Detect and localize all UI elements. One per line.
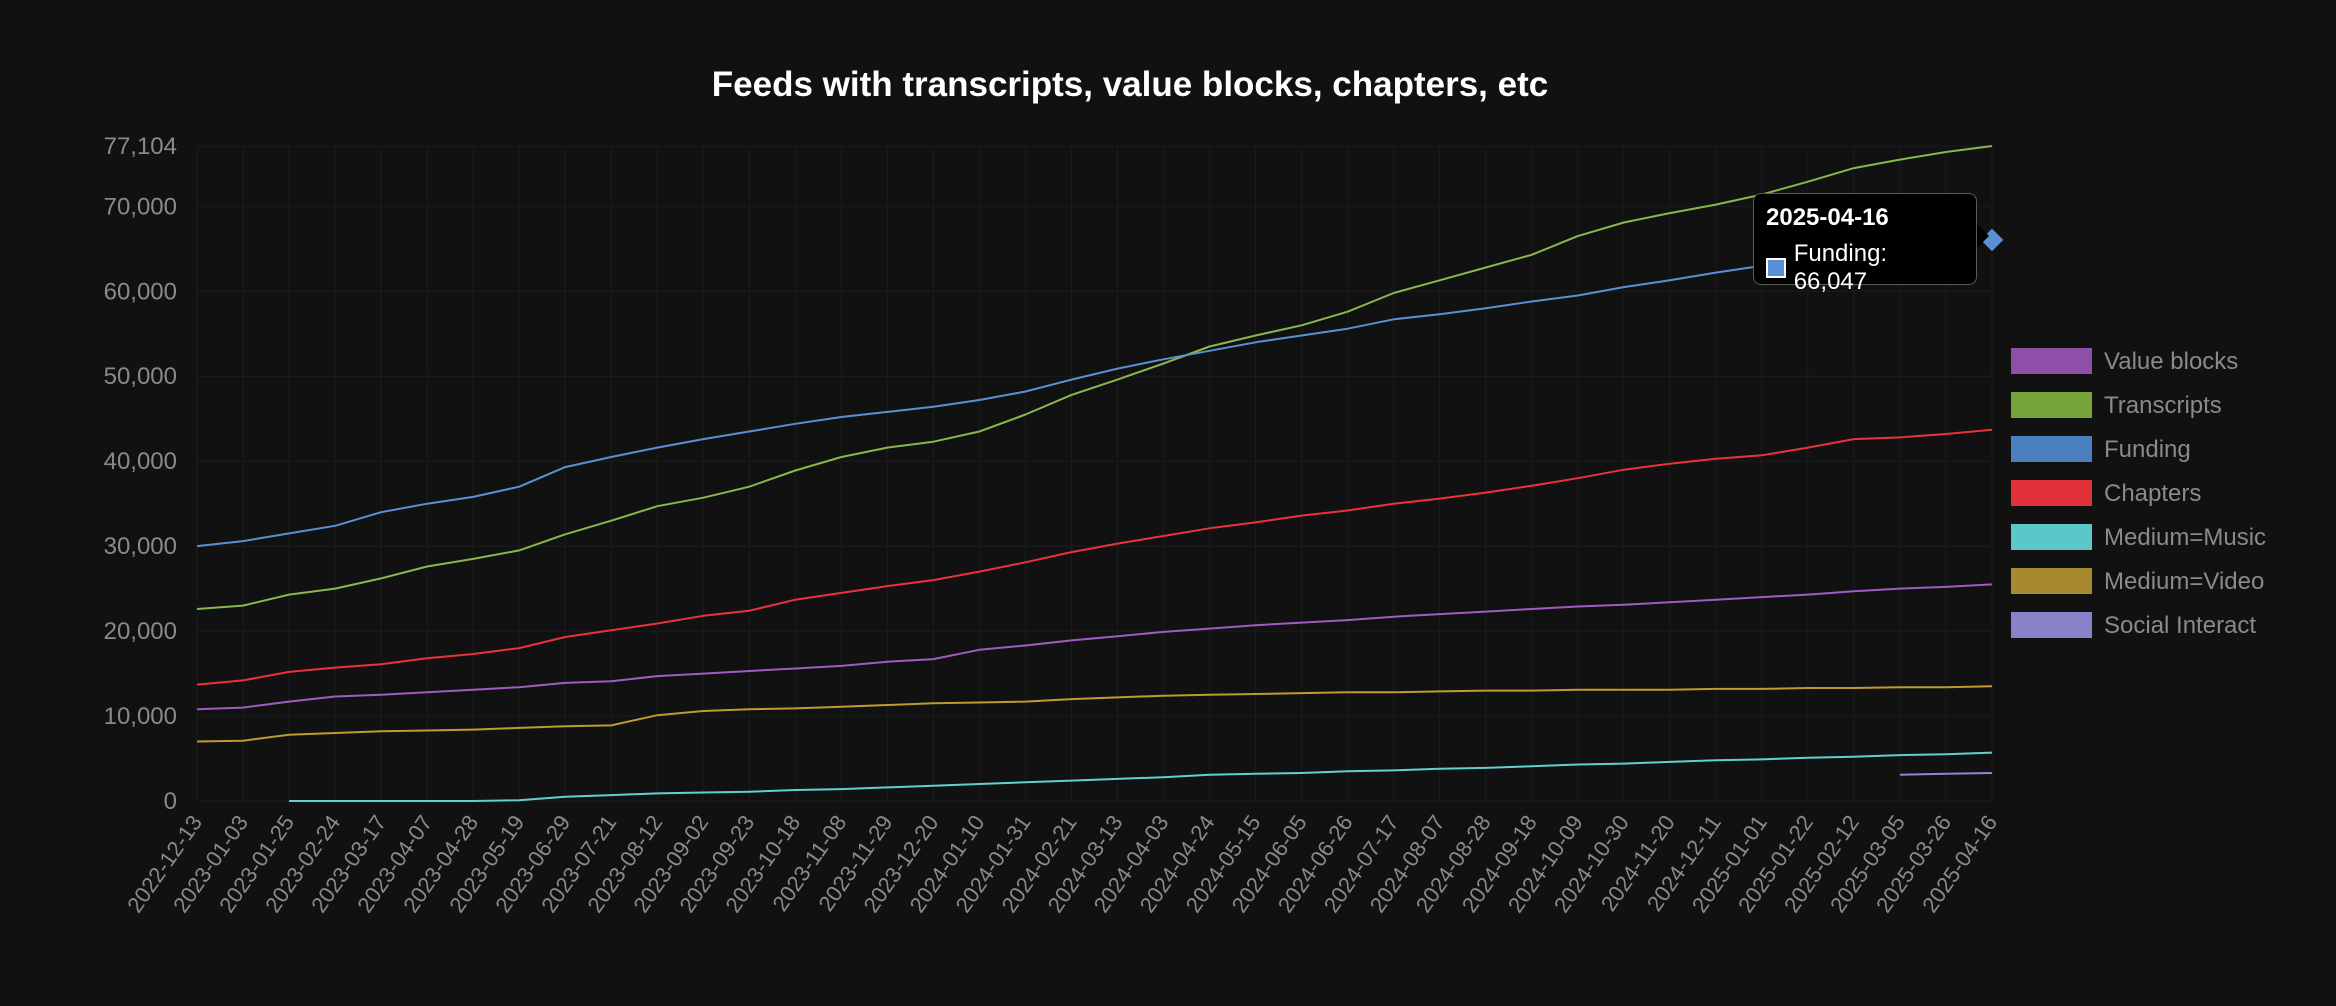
- series-lines: [196, 145, 1993, 802]
- tooltip-label: Funding: 66,047: [1793, 240, 1888, 295]
- tooltip-swatch: [1766, 258, 1786, 278]
- series-line-transcripts: [196, 145, 1993, 610]
- chart-title: Feeds with transcripts, value blocks, ch…: [712, 65, 1548, 104]
- legend-label: Chapters: [2104, 480, 2201, 507]
- y-tick-label: 10,000: [104, 703, 177, 730]
- tooltip-caret: [1977, 224, 1989, 248]
- series-line-chapters: [196, 428, 1993, 686]
- y-tick-label: 0: [164, 788, 177, 815]
- legend-swatch: [2011, 392, 2092, 418]
- legend-label: Funding: [2104, 436, 2191, 463]
- legend-swatch: [2011, 612, 2092, 638]
- legend-swatch: [2011, 524, 2092, 550]
- grid: [196, 145, 1993, 802]
- legend-swatch: [2011, 348, 2092, 374]
- tooltip: 2025-04-16 Funding: 66,047: [1753, 193, 1989, 295]
- y-tick-label: 30,000: [104, 533, 177, 560]
- legend-swatch: [2011, 436, 2092, 462]
- series-line-social-interact: [1899, 772, 1993, 776]
- y-tick-label: 20,000: [104, 618, 177, 645]
- series-line-medium-video: [196, 685, 1993, 743]
- x-axis: 2022-12-132023-01-032023-01-252023-02-24…: [122, 811, 2002, 918]
- legend-swatch: [2011, 568, 2092, 594]
- y-tick-label: 70,000: [104, 193, 177, 220]
- legend-swatch: [2011, 480, 2092, 506]
- y-tick-label: 40,000: [104, 448, 177, 475]
- legend-label: Medium=Music: [2104, 524, 2266, 551]
- tooltip-title: 2025-04-16: [1766, 204, 1889, 231]
- y-axis: 0 10,000 20,000 30,000 40,000 50,000 60,000 70,…: [104, 133, 177, 815]
- y-tick-label: 50,000: [104, 363, 177, 390]
- series-line-value-blocks: [196, 583, 1993, 711]
- legend-label: Medium=Video: [2104, 568, 2264, 595]
- series-line-medium-music: [289, 751, 1993, 802]
- y-tick-label: 60,000: [104, 278, 177, 305]
- tooltip-row: Funding: 66,047: [1766, 240, 1964, 296]
- legend: Value blocks Transcripts Funding Chapters Me…: [2011, 348, 2266, 639]
- legend-label: Transcripts: [2104, 392, 2222, 419]
- legend-label: Social Interact: [2104, 612, 2256, 639]
- y-tick-label: 77,104: [104, 133, 177, 160]
- legend-label: Value blocks: [2104, 348, 2238, 375]
- series-line-funding: [196, 238, 1993, 548]
